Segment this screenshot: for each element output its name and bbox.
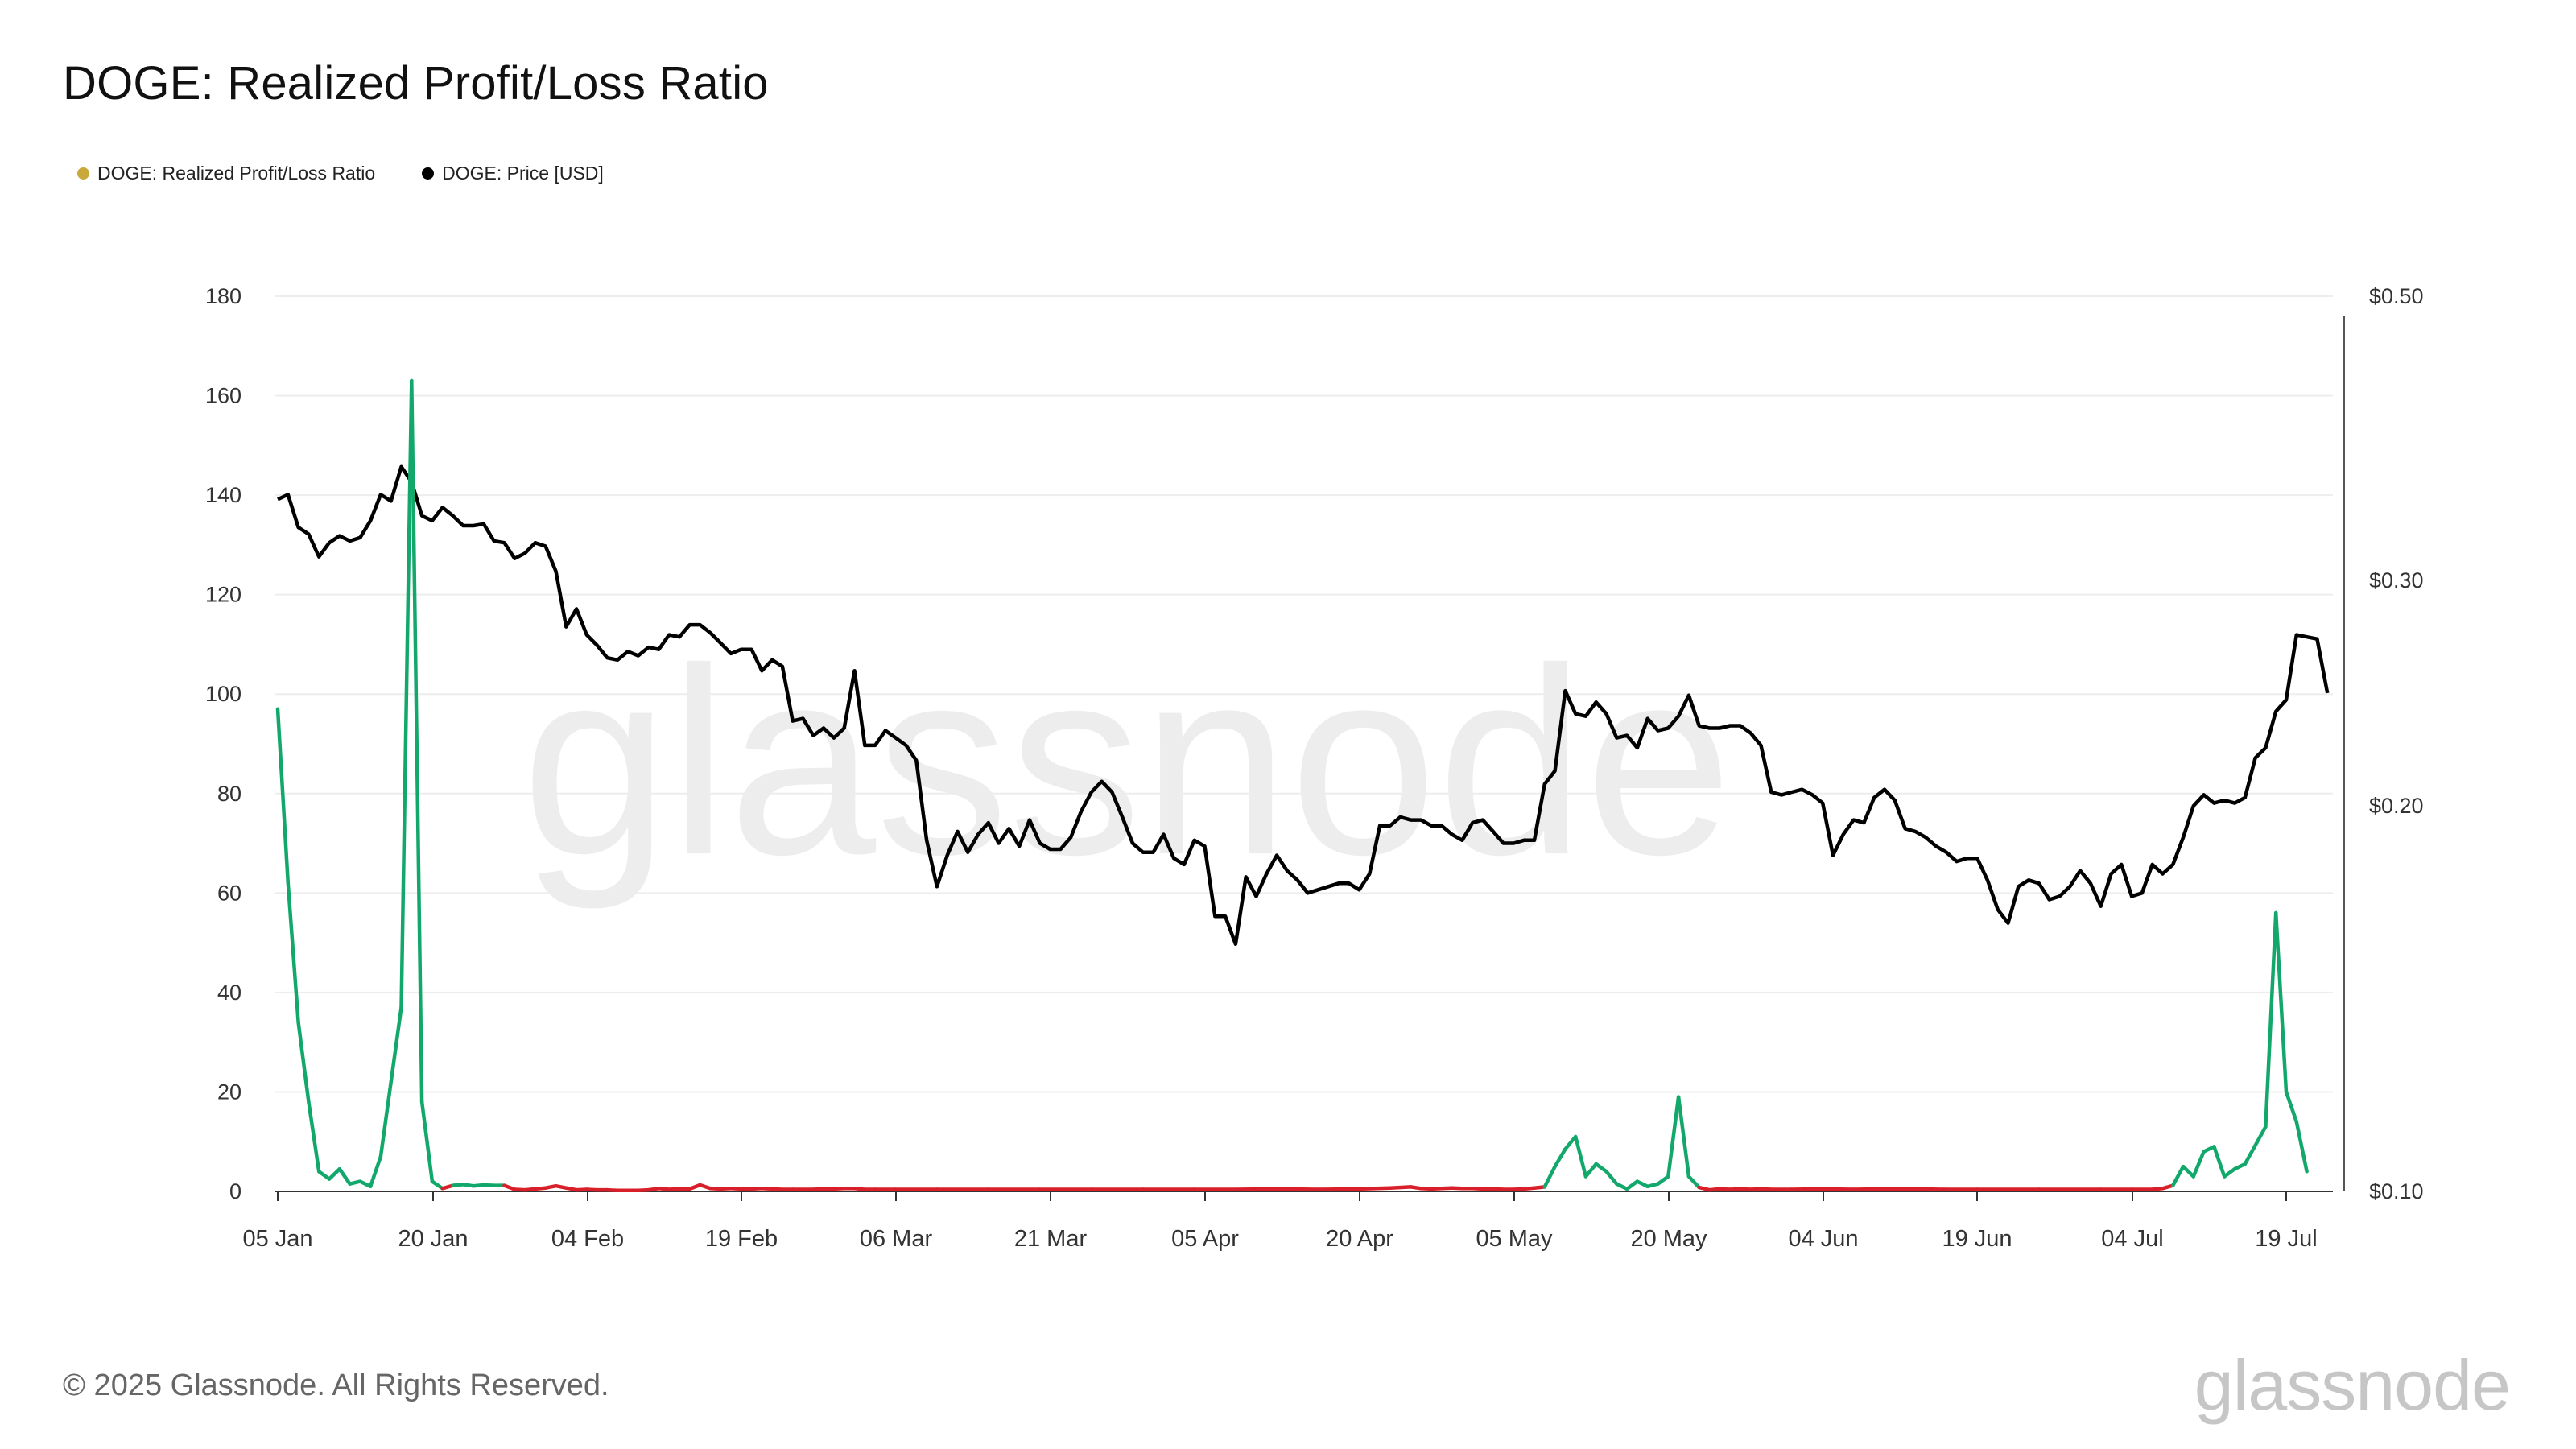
x-tick-label: 04 Feb (551, 1226, 624, 1252)
x-tick-label: 20 Apr (1326, 1226, 1393, 1252)
ratio-segment (1583, 1162, 1598, 1179)
ratio-segment (389, 1005, 403, 1084)
ratio-segment (2202, 1145, 2216, 1154)
ratio-segment (1686, 1174, 1701, 1190)
y-left-tick-label: 60 (217, 881, 242, 905)
legend-label-price: DOGE: Price [USD] (442, 163, 604, 184)
x-tick-label: 20 May (1630, 1226, 1707, 1252)
ratio-segment (1820, 1187, 1856, 1191)
ratio-segment (2294, 1120, 2309, 1174)
ratio-segment (1563, 1134, 1578, 1151)
x-tick-label: 21 Mar (1014, 1226, 1088, 1252)
ratio-segment (2232, 1162, 2248, 1171)
legend-label-ratio: DOGE: Realized Profit/Loss Ratio (97, 163, 376, 184)
legend-item-price[interactable]: DOGE: Price [USD] (422, 163, 604, 184)
ratio-segment (410, 378, 424, 1104)
y-right-tick-label: $0.50 (2369, 284, 2424, 308)
ratio-segment (2243, 1125, 2268, 1166)
ratio-segment (286, 881, 300, 1025)
y-right-tick-label: $0.20 (2369, 794, 2424, 818)
ratio-segment (2222, 1166, 2237, 1179)
ratio-segment (275, 707, 291, 886)
x-tick-label: 05 May (1476, 1226, 1553, 1252)
price-line (277, 464, 2330, 947)
x-tick-label: 20 Jan (398, 1226, 468, 1252)
ratio-segment (1624, 1179, 1640, 1191)
y-right-tick-label: $0.10 (2369, 1179, 2424, 1203)
ratio-segment (327, 1166, 342, 1181)
ratio-segment (2273, 910, 2289, 1094)
watermark: glassnode (522, 613, 1733, 911)
ratio-segment (2181, 1164, 2196, 1179)
brand-logo: glassnode (2194, 1345, 2511, 1425)
x-tick-label: 19 Jun (1942, 1226, 2012, 1252)
legend-dot-ratio (77, 167, 89, 180)
y-left-tick-label: 80 (217, 782, 242, 806)
ratio-segment (2171, 1164, 2186, 1187)
ratio-segment (358, 1179, 373, 1189)
ratio-segment (698, 1183, 712, 1191)
ratio-segment (430, 1179, 444, 1191)
ratio-segment (1635, 1179, 1649, 1189)
y-left-tick-label: 40 (217, 980, 242, 1005)
y-left-tick-label: 100 (205, 682, 242, 706)
x-tick-label: 19 Jul (2255, 1226, 2317, 1252)
ratio-segment (1604, 1170, 1619, 1186)
y-left-tick-label: 120 (205, 583, 242, 607)
ratio-segment (1553, 1147, 1567, 1169)
y-axis-right: $0.10 $0.20 $0.30 $0.50 (2343, 284, 2424, 1203)
y-left-tick-label: 140 (205, 483, 242, 507)
ratio-segment (2191, 1150, 2206, 1179)
ratio-segment (1357, 1186, 1393, 1191)
legend: DOGE: Realized Profit/Loss Ratio DOGE: P… (77, 163, 604, 184)
ratio-segment (307, 1100, 321, 1174)
ratio-segment (1913, 1187, 1949, 1191)
ratio-segment (1573, 1134, 1588, 1179)
ratio-segment (2212, 1145, 2227, 1179)
copyright-text: © 2025 Glassnode. All Rights Reserved. (63, 1368, 609, 1402)
legend-dot-price (422, 167, 435, 180)
ratio-segment (316, 1170, 332, 1181)
x-tick-label: 19 Feb (705, 1226, 778, 1252)
ratio-segment (1666, 1095, 1681, 1179)
ratio-segment (1656, 1174, 1670, 1186)
ratio-segment (1316, 1187, 1361, 1191)
series-price (277, 464, 2330, 947)
y-left-tick-label: 160 (205, 384, 242, 408)
ratio-segment (368, 1154, 383, 1189)
x-tick-label: 05 Apr (1171, 1226, 1239, 1252)
chart-title: DOGE: Realized Profit/Loss Ratio (63, 57, 769, 109)
x-tick-label: 04 Jun (1788, 1226, 1858, 1252)
ratio-segment (419, 1100, 435, 1183)
ratio-segment (1274, 1187, 1320, 1191)
series-ratio (275, 378, 2309, 1193)
ratio-segment (337, 1166, 352, 1186)
ratio-segment (378, 1080, 393, 1159)
y-left-tick-label: 180 (205, 284, 242, 308)
x-axis: 05 Jan 20 Jan 04 Feb 19 Feb 06 Mar 21 Mar 05 A… (242, 1191, 2333, 1252)
ratio-segment (2284, 1090, 2299, 1124)
y-left-tick-label: 20 (217, 1080, 242, 1104)
y-axis-left: 0 20 40 60 80 100 120 140 160 180 (205, 284, 242, 1203)
y-right-tick-label: $0.30 (2369, 568, 2424, 592)
x-tick-label: 04 Jul (2101, 1226, 2163, 1252)
ratio-segment (399, 378, 414, 1009)
ratio-segment (1790, 1187, 1825, 1191)
y-left-tick-label: 0 (229, 1179, 242, 1203)
ratio-segment (687, 1183, 702, 1191)
ratio-segment (502, 1183, 517, 1191)
ratio-segment (1615, 1182, 1629, 1191)
ratio-segment (1676, 1095, 1691, 1179)
x-tick-label: 06 Mar (860, 1226, 933, 1252)
ratio-segment (296, 1020, 311, 1104)
legend-item-ratio[interactable]: DOGE: Realized Profit/Loss Ratio (77, 163, 375, 184)
x-tick-label: 05 Jan (242, 1226, 312, 1252)
ratio-segment (1542, 1164, 1557, 1189)
ratio-segment (2264, 910, 2278, 1129)
ratio-segment (1852, 1187, 1887, 1191)
ratio-segment (1233, 1187, 1279, 1191)
ratio-segment (1594, 1162, 1608, 1174)
